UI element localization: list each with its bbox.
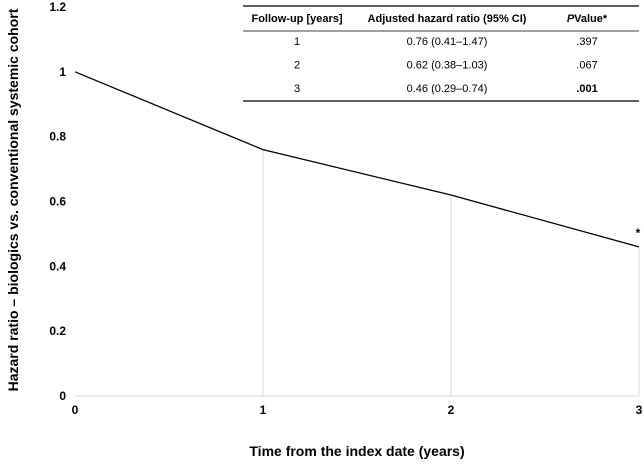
cell-p-value: .001 bbox=[576, 83, 597, 95]
y-tick-label: 0.6 bbox=[49, 195, 66, 209]
x-tick-labels: 0 1 2 3 bbox=[72, 403, 643, 417]
series-layer bbox=[74, 71, 640, 248]
x-tick-label: 3 bbox=[636, 403, 643, 417]
y-tick-label: 0.8 bbox=[49, 130, 66, 144]
table-header-p-value-label: Value* bbox=[574, 13, 608, 25]
y-tick-label: 1 bbox=[59, 65, 66, 79]
table-header-followup: Follow-up [years] bbox=[251, 13, 342, 25]
gridlines bbox=[262, 149, 640, 396]
significance-asterisk: * bbox=[636, 226, 641, 240]
cell-p-value: .067 bbox=[576, 60, 597, 72]
table-header-p-italic: P bbox=[567, 13, 575, 25]
y-tick-label: 0.2 bbox=[49, 324, 66, 338]
cell-hazard-ratio: 0.62 (0.38–1.03) bbox=[407, 60, 488, 72]
y-tick-label: 0 bbox=[59, 389, 66, 403]
table-header-pvalue: PValue* bbox=[567, 13, 608, 25]
annotations: * bbox=[636, 226, 641, 240]
cell-followup: 1 bbox=[294, 36, 300, 48]
x-tick-label: 2 bbox=[448, 403, 455, 417]
table-row: 2 0.62 (0.38–1.03) .067 bbox=[294, 60, 598, 72]
x-tick-label: 1 bbox=[260, 403, 267, 417]
hazard-ratio-table: Follow-up [years] Adjusted hazard ratio … bbox=[243, 5, 639, 102]
cell-followup: 2 bbox=[294, 60, 300, 72]
x-tick-label: 0 bbox=[72, 403, 79, 417]
cell-hazard-ratio: 0.76 (0.41–1.47) bbox=[407, 36, 488, 48]
y-tick-label: 1.2 bbox=[49, 0, 66, 14]
cell-followup: 3 bbox=[294, 83, 300, 95]
table-row: 1 0.76 (0.41–1.47) .397 bbox=[294, 36, 598, 48]
cell-p-value: .397 bbox=[576, 36, 597, 48]
y-tick-label: 0.4 bbox=[49, 259, 66, 273]
cell-hazard-ratio: 0.46 (0.29–0.74) bbox=[407, 83, 488, 95]
table-rows: 1 0.76 (0.41–1.47) .397 2 0.62 (0.38–1.03) .0… bbox=[294, 36, 598, 95]
y-axis-title: Hazard ratio – biologics vs. conventiona… bbox=[5, 8, 21, 391]
x-axis-title: Time from the index date (years) bbox=[249, 443, 464, 459]
y-tick-labels: 0 0.2 0.4 0.6 0.8 1 1.2 bbox=[49, 0, 66, 403]
table-row: 3 0.46 (0.29–0.74) .001 bbox=[294, 83, 598, 95]
table-header-hr: Adjusted hazard ratio (95% CI) bbox=[368, 13, 527, 25]
series-line bbox=[74, 71, 640, 248]
